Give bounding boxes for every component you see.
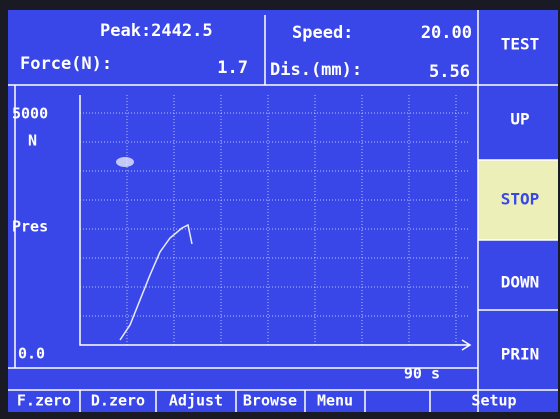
glare — [116, 157, 134, 167]
bottom-button[interactable]: D.zero — [91, 392, 145, 410]
force-label: Force(N): — [20, 54, 112, 74]
origin: 0.0 — [18, 345, 45, 363]
y-unit: N — [28, 132, 37, 150]
page: {"header": {"peak": "Peak:2442.5", "spee… — [0, 0, 560, 419]
peak: Peak:2442.5 — [100, 21, 213, 41]
side-button[interactable]: TEST — [501, 35, 540, 54]
side-button[interactable]: STOP — [501, 190, 540, 209]
bottom-button[interactable]: Adjust — [169, 392, 223, 410]
bottom-button[interactable]: Setup — [471, 392, 516, 410]
bottom-button[interactable]: Menu — [317, 392, 353, 410]
side-button[interactable]: PRIN — [501, 345, 540, 364]
bottom-button[interactable]: F.zero — [17, 392, 71, 410]
dis-value: 5.56 — [429, 62, 470, 82]
y-max: 5000 — [12, 105, 48, 123]
x-max: 90 s — [404, 365, 440, 383]
force-value: 1.7 — [217, 58, 248, 78]
dis-label: Dis.(mm): — [270, 60, 362, 80]
screen: Peak:2442.5 Speed: 20.00 Force(N): 1.7 D… — [0, 0, 560, 419]
y-label: Pres — [12, 218, 48, 236]
bottom-button[interactable]: Browse — [243, 392, 297, 410]
side-button[interactable]: DOWN — [501, 273, 540, 292]
side-button[interactable]: UP — [510, 110, 529, 129]
speed-value: 20.00 — [421, 23, 472, 43]
speed-label: Speed: — [292, 23, 353, 43]
